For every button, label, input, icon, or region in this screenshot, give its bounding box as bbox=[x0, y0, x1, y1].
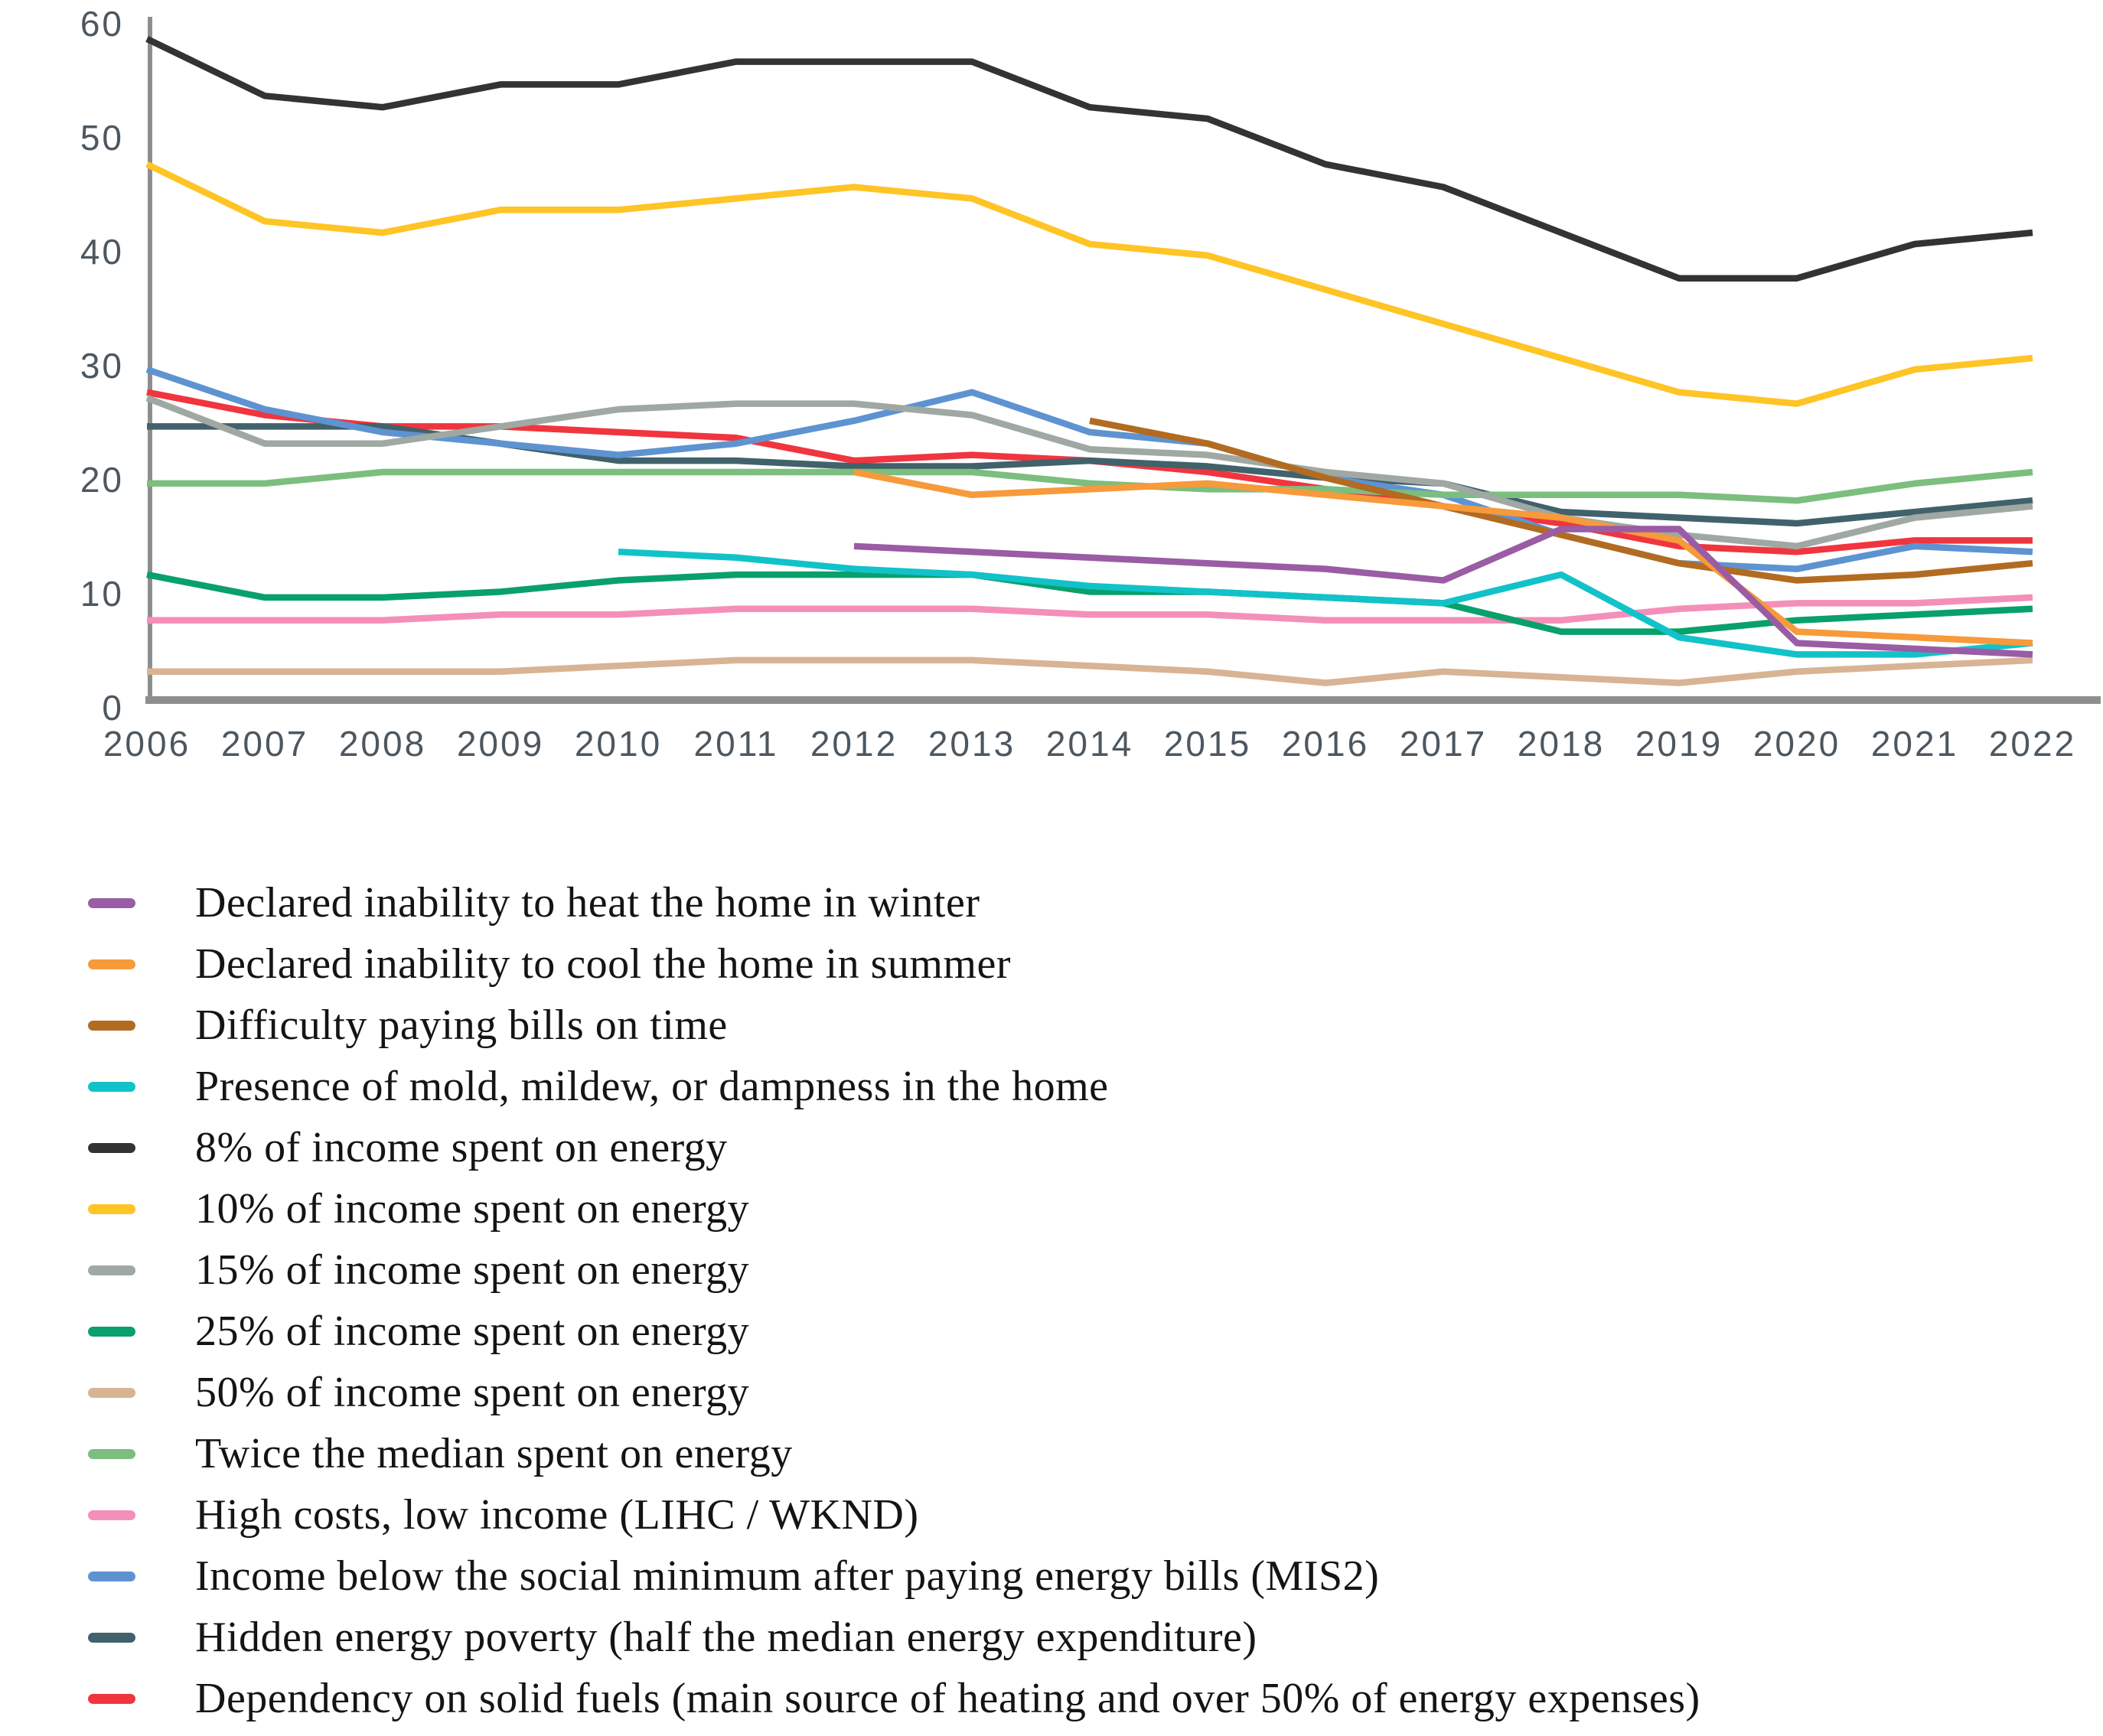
x-tick-label: 2009 bbox=[457, 724, 544, 764]
x-tick-label: 2020 bbox=[1753, 724, 1841, 764]
legend-item-solid-fuels: Dependency on solid fuels (main source o… bbox=[88, 1668, 1700, 1729]
x-tick-label: 2008 bbox=[339, 724, 426, 764]
legend-label-lihc-wknd: High costs, low income (LIHC / WKND) bbox=[195, 1491, 919, 1539]
x-tick-label: 2016 bbox=[1282, 724, 1369, 764]
legend-swatch-income-15pct bbox=[88, 1265, 135, 1275]
series-line-bills-on-time bbox=[1089, 417, 2033, 584]
legend-swatch-mold-dampness bbox=[88, 1081, 135, 1092]
y-tick-label: 20 bbox=[80, 460, 124, 500]
legend-label-bills-on-time: Difficulty paying bills on time bbox=[195, 1002, 728, 1049]
legend-item-heat-winter: Declared inability to heat the home in w… bbox=[88, 872, 1700, 933]
legend-swatch-lihc-wknd bbox=[88, 1510, 135, 1520]
x-tick-label: 2022 bbox=[1989, 724, 2076, 764]
x-tick-label: 2012 bbox=[810, 724, 898, 764]
legend-label-income-50pct: 50% of income spent on energy bbox=[195, 1369, 750, 1416]
legend-swatch-income-10pct bbox=[88, 1203, 135, 1214]
legend-item-hidden-energy-poverty: Hidden energy poverty (half the median e… bbox=[88, 1607, 1700, 1668]
x-tick-label: 2018 bbox=[1518, 724, 1605, 764]
x-tick-label: 2015 bbox=[1164, 724, 1251, 764]
series-line-income-15pct bbox=[145, 395, 2033, 550]
x-tick-label: 2006 bbox=[103, 724, 191, 764]
series-line-heat-winter bbox=[853, 526, 2033, 658]
legend-label-income-10pct: 10% of income spent on energy bbox=[195, 1185, 750, 1233]
y-tick-label: 10 bbox=[80, 574, 124, 614]
legend-item-mis2: Income below the social minimum after pa… bbox=[88, 1545, 1700, 1607]
x-tick-label: 2017 bbox=[1400, 724, 1487, 764]
y-tick-label: 50 bbox=[80, 118, 124, 158]
y-tick-label: 30 bbox=[80, 346, 124, 386]
series-line-income-8pct bbox=[145, 35, 2033, 282]
series-line-income-25pct bbox=[146, 571, 2033, 635]
legend-item-income-15pct: 15% of income spent on energy bbox=[88, 1239, 1700, 1301]
legend-label-mis2: Income below the social minimum after pa… bbox=[195, 1552, 1380, 1600]
x-tick-label: 2019 bbox=[1635, 724, 1723, 764]
legend-item-lihc-wknd: High costs, low income (LIHC / WKND) bbox=[88, 1484, 1700, 1545]
legend-swatch-income-25pct bbox=[88, 1326, 135, 1337]
legend-label-mold-dampness: Presence of mold, mildew, or dampness in… bbox=[195, 1063, 1109, 1110]
chart-canvas: 0 10 20 30 40 50 60 2006 2007 2008 2009 2010 2011 201… bbox=[80, 4, 2101, 764]
legend-item-income-50pct: 50% of income spent on energy bbox=[88, 1362, 1700, 1423]
legend-swatch-solid-fuels bbox=[88, 1693, 135, 1704]
legend-label-hidden-energy-poverty: Hidden energy poverty (half the median e… bbox=[195, 1614, 1257, 1661]
legend-swatch-heat-winter bbox=[88, 897, 135, 908]
legend-swatch-twice-median bbox=[88, 1448, 135, 1459]
legend-swatch-bills-on-time bbox=[88, 1020, 135, 1031]
legend-swatch-mis2 bbox=[88, 1571, 135, 1581]
legend-label-solid-fuels: Dependency on solid fuels (main source o… bbox=[195, 1675, 1700, 1722]
series-line-mold-dampness bbox=[618, 549, 2033, 658]
x-tick-label: 2014 bbox=[1046, 724, 1133, 764]
legend-item-income-8pct: 8% of income spent on energy bbox=[88, 1117, 1700, 1178]
series-line-income-50pct bbox=[147, 656, 2033, 686]
chart-legend: Declared inability to heat the home in w… bbox=[88, 872, 1700, 1729]
x-tick-label: 2013 bbox=[928, 724, 1016, 764]
y-tick-label: 40 bbox=[80, 232, 124, 272]
legend-label-income-8pct: 8% of income spent on energy bbox=[195, 1124, 728, 1171]
legend-item-income-25pct: 25% of income spent on energy bbox=[88, 1301, 1700, 1362]
x-tick-label: 2011 bbox=[694, 724, 779, 764]
x-tick-label: 2010 bbox=[575, 724, 662, 764]
legend-item-mold-dampness: Presence of mold, mildew, or dampness in… bbox=[88, 1056, 1700, 1117]
legend-swatch-income-8pct bbox=[88, 1142, 135, 1153]
legend-swatch-hidden-energy-poverty bbox=[88, 1632, 135, 1643]
series-line-twice-median bbox=[147, 468, 2033, 504]
legend-label-income-15pct: 15% of income spent on energy bbox=[195, 1246, 750, 1294]
legend-label-income-25pct: 25% of income spent on energy bbox=[195, 1308, 750, 1355]
legend-item-income-10pct: 10% of income spent on energy bbox=[88, 1178, 1700, 1239]
series-line-lihc-wknd bbox=[147, 594, 2033, 624]
legend-item-twice-median: Twice the median spent on energy bbox=[88, 1423, 1700, 1484]
legend-swatch-income-50pct bbox=[88, 1387, 135, 1398]
legend-item-cool-summer: Declared inability to cool the home in s… bbox=[88, 933, 1700, 995]
legend-label-twice-median: Twice the median spent on energy bbox=[195, 1430, 793, 1477]
y-tick-label: 60 bbox=[80, 4, 124, 44]
legend-swatch-cool-summer bbox=[88, 959, 135, 969]
series-line-cool-summer bbox=[853, 468, 2033, 647]
y-tick-label: 0 bbox=[102, 688, 124, 728]
x-tick-label: 2007 bbox=[221, 724, 308, 764]
legend-label-cool-summer: Declared inability to cool the home in s… bbox=[195, 940, 1011, 988]
x-tick-label: 2021 bbox=[1871, 724, 1958, 764]
series-line-income-10pct bbox=[145, 161, 2033, 407]
legend-label-heat-winter: Declared inability to heat the home in w… bbox=[195, 879, 980, 927]
legend-item-bills-on-time: Difficulty paying bills on time bbox=[88, 995, 1700, 1056]
